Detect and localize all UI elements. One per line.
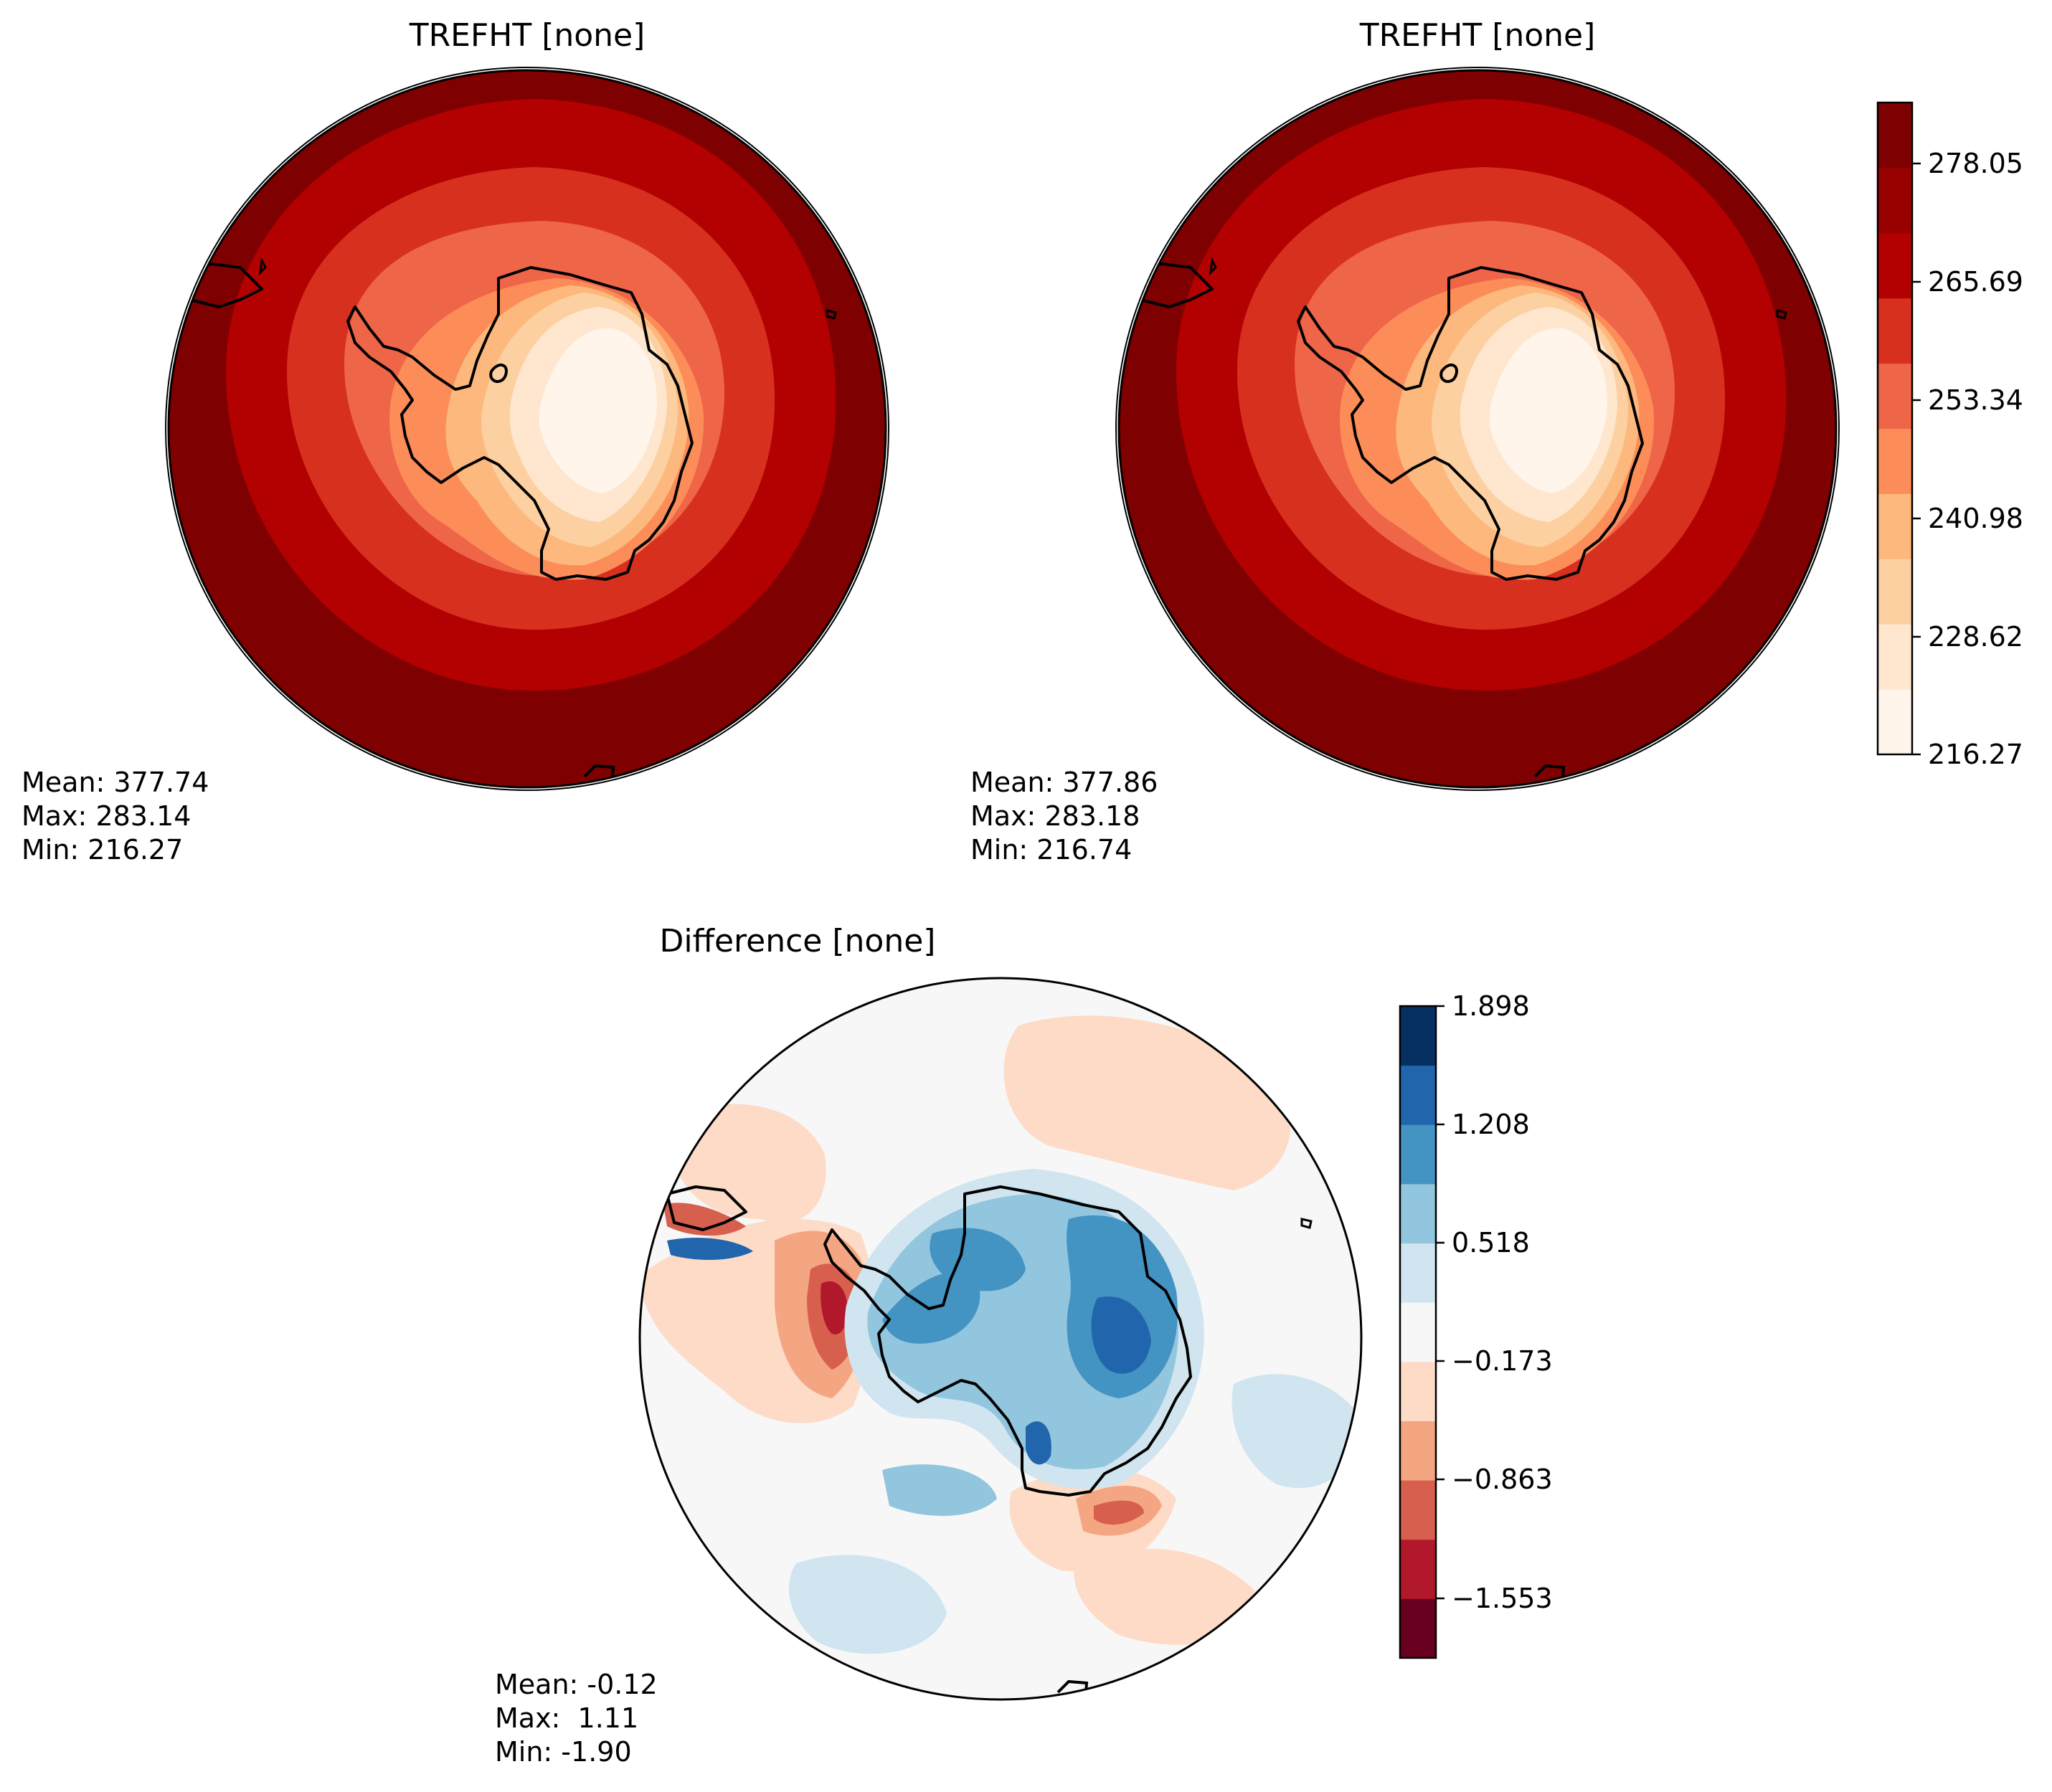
left-map-mean: Mean: 377.74 bbox=[22, 767, 209, 798]
difference-map-panel: Difference [none] bbox=[495, 923, 1363, 1768]
difference-colorbar-tick-label: −0.863 bbox=[1452, 1464, 1553, 1495]
difference-colorbar-swatch bbox=[1400, 1124, 1436, 1185]
difference-colorbar-tick-label: −0.173 bbox=[1452, 1345, 1553, 1377]
temperature-colorbar-swatch bbox=[1878, 232, 1912, 299]
temperature-colorbar-tick-label: 240.98 bbox=[1928, 503, 2023, 534]
right-map-field bbox=[1119, 70, 1836, 787]
right-map-boundary bbox=[1117, 69, 1838, 789]
right-map-min: Min: 216.74 bbox=[970, 834, 1132, 866]
temperature-colorbar-swatch bbox=[1878, 428, 1912, 494]
left-map-panel: TREFHT [none] Mean: 377.74 Max: 283.14 M… bbox=[22, 17, 889, 866]
temperature-colorbar-tick-label: 228.62 bbox=[1928, 621, 2023, 653]
left-map-field bbox=[169, 70, 886, 787]
temperature-colorbar-tick-label: 216.27 bbox=[1928, 739, 2023, 770]
temperature-colorbar-tick-label: 265.69 bbox=[1928, 266, 2023, 298]
difference-colorbar-tick-label: 0.518 bbox=[1452, 1227, 1530, 1258]
temperature-colorbar-frame bbox=[1876, 101, 1914, 756]
right-map-mean: Mean: 377.86 bbox=[970, 767, 1158, 798]
difference-colorbar-swatch bbox=[1400, 1421, 1436, 1481]
difference-colorbar-swatch bbox=[1400, 1006, 1436, 1066]
left-map-boundary bbox=[167, 69, 887, 789]
difference-colorbar-frame bbox=[1399, 1005, 1437, 1659]
left-map-title: TREFHT [none] bbox=[409, 17, 646, 54]
difference-colorbar-tick-label: 1.208 bbox=[1452, 1109, 1530, 1140]
difference-map-max: Max: 1.11 bbox=[495, 1702, 638, 1734]
difference-map-min: Min: -1.90 bbox=[495, 1736, 632, 1768]
temperature-colorbar-tick-label: 278.05 bbox=[1928, 148, 2023, 179]
difference-colorbar-swatch bbox=[1400, 1480, 1436, 1540]
temperature-colorbar-swatch bbox=[1878, 689, 1912, 755]
difference-colorbar-swatch bbox=[1400, 1302, 1436, 1362]
difference-map-mean: Mean: -0.12 bbox=[495, 1669, 658, 1700]
temperature-colorbar-swatch bbox=[1878, 363, 1912, 429]
temperature-colorbar-swatch bbox=[1878, 624, 1912, 690]
temperature-colorbar-swatch bbox=[1878, 559, 1912, 625]
difference-colorbar-swatch bbox=[1400, 1361, 1436, 1421]
right-map-panel: TREFHT [none] Mean: 377.86 Max: 283.18 M… bbox=[970, 17, 1840, 866]
temperature-colorbar-swatch bbox=[1878, 298, 1912, 364]
difference-map-field bbox=[640, 978, 1361, 1699]
temperature-colorbar-swatch bbox=[1878, 103, 1912, 169]
difference-colorbar: 1.898 1.208 0.518 −0.173 −0.863 −1.553 bbox=[1399, 990, 1553, 1659]
temperature-colorbar: 278.05 265.69 253.34 240.98 228.62 216.27 bbox=[1876, 101, 2023, 770]
difference-colorbar-swatch bbox=[1400, 1243, 1436, 1303]
left-map-max: Max: 283.14 bbox=[22, 800, 191, 832]
difference-colorbar-swatch bbox=[1400, 1065, 1436, 1125]
right-map-title: TREFHT [none] bbox=[1359, 17, 1596, 54]
difference-colorbar-tick-label: 1.898 bbox=[1452, 990, 1530, 1022]
right-map-max: Max: 283.18 bbox=[970, 800, 1140, 832]
difference-colorbar-swatch bbox=[1400, 1183, 1436, 1244]
difference-colorbar-swatch bbox=[1400, 1598, 1436, 1659]
difference-colorbar-swatch bbox=[1400, 1539, 1436, 1599]
temperature-colorbar-swatch bbox=[1878, 493, 1912, 559]
temperature-colorbar-swatch bbox=[1878, 167, 1912, 234]
difference-map-boundary bbox=[638, 977, 1363, 1701]
left-map-min: Min: 216.27 bbox=[22, 834, 183, 866]
temperature-colorbar-tick-label: 253.34 bbox=[1928, 384, 2023, 416]
difference-colorbar-tick-label: −1.553 bbox=[1452, 1583, 1553, 1614]
difference-map-title: Difference [none] bbox=[660, 923, 936, 959]
